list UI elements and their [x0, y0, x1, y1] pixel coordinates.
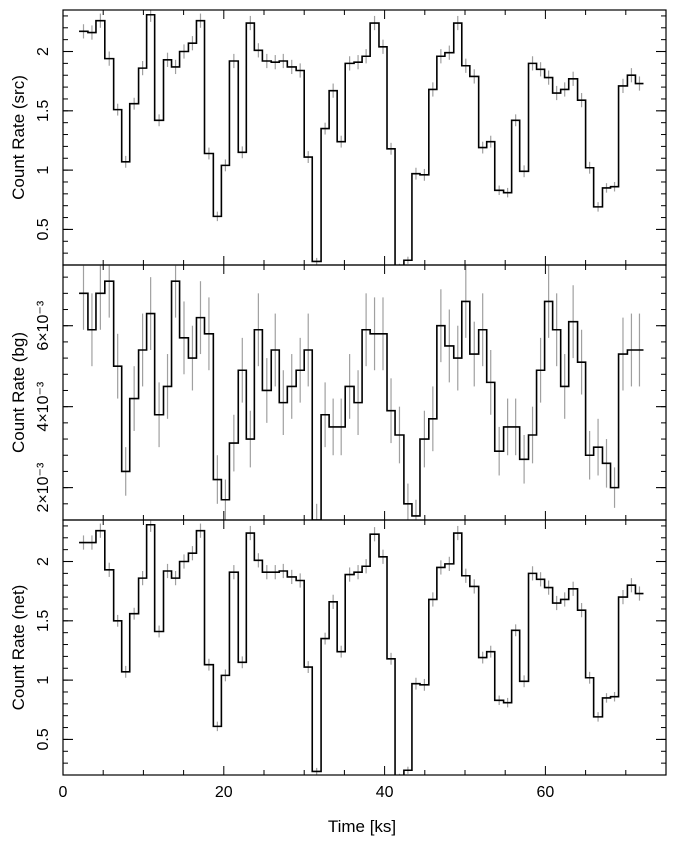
x-axis-label: Time [ks]	[328, 817, 396, 836]
y-tick-label: 0.5	[35, 728, 52, 750]
y-tick-label: 2×10⁻³	[35, 462, 52, 512]
y-axis-label: Count Rate (src)	[9, 75, 28, 200]
y-axis-label: Count Rate (net)	[9, 585, 28, 711]
y-tick-label: 1	[35, 676, 52, 685]
y-tick-label: 1.5	[35, 610, 52, 632]
panel-data	[79, 520, 644, 775]
y-tick-label: 4×10⁻³	[35, 381, 52, 431]
x-tick-label: 60	[537, 784, 555, 801]
y-tick-label: 1.5	[35, 100, 52, 122]
y-tick-label: 6×10⁻³	[35, 300, 52, 350]
panel-data	[79, 265, 644, 520]
x-tick-label: 40	[376, 784, 394, 801]
panel-frame	[62, 519, 667, 776]
y-axis-label: Count Rate (bg)	[9, 332, 28, 453]
step-line	[79, 13, 644, 265]
y-tick-label: 0.5	[35, 218, 52, 240]
step-line	[79, 523, 644, 775]
panel-1: 0.5 1 1.5 2 Count Rate (src)	[9, 9, 667, 266]
y-tick-label: 1	[35, 166, 52, 175]
panel-3: 0.5 1 1.5 2 Count Rate (net)	[9, 519, 667, 776]
y-tick-label: 2	[35, 557, 52, 566]
chart-panels: 0.5 1 1.5 2 Count Rate (src) 2×10⁻³ 4×10⁻³ 6×10…	[9, 9, 667, 801]
step-line	[79, 280, 644, 520]
x-tick-label: 20	[215, 784, 233, 801]
panel-data	[79, 10, 644, 265]
x-tick-label: 0	[59, 784, 68, 801]
y-tick-label: 2	[35, 47, 52, 56]
